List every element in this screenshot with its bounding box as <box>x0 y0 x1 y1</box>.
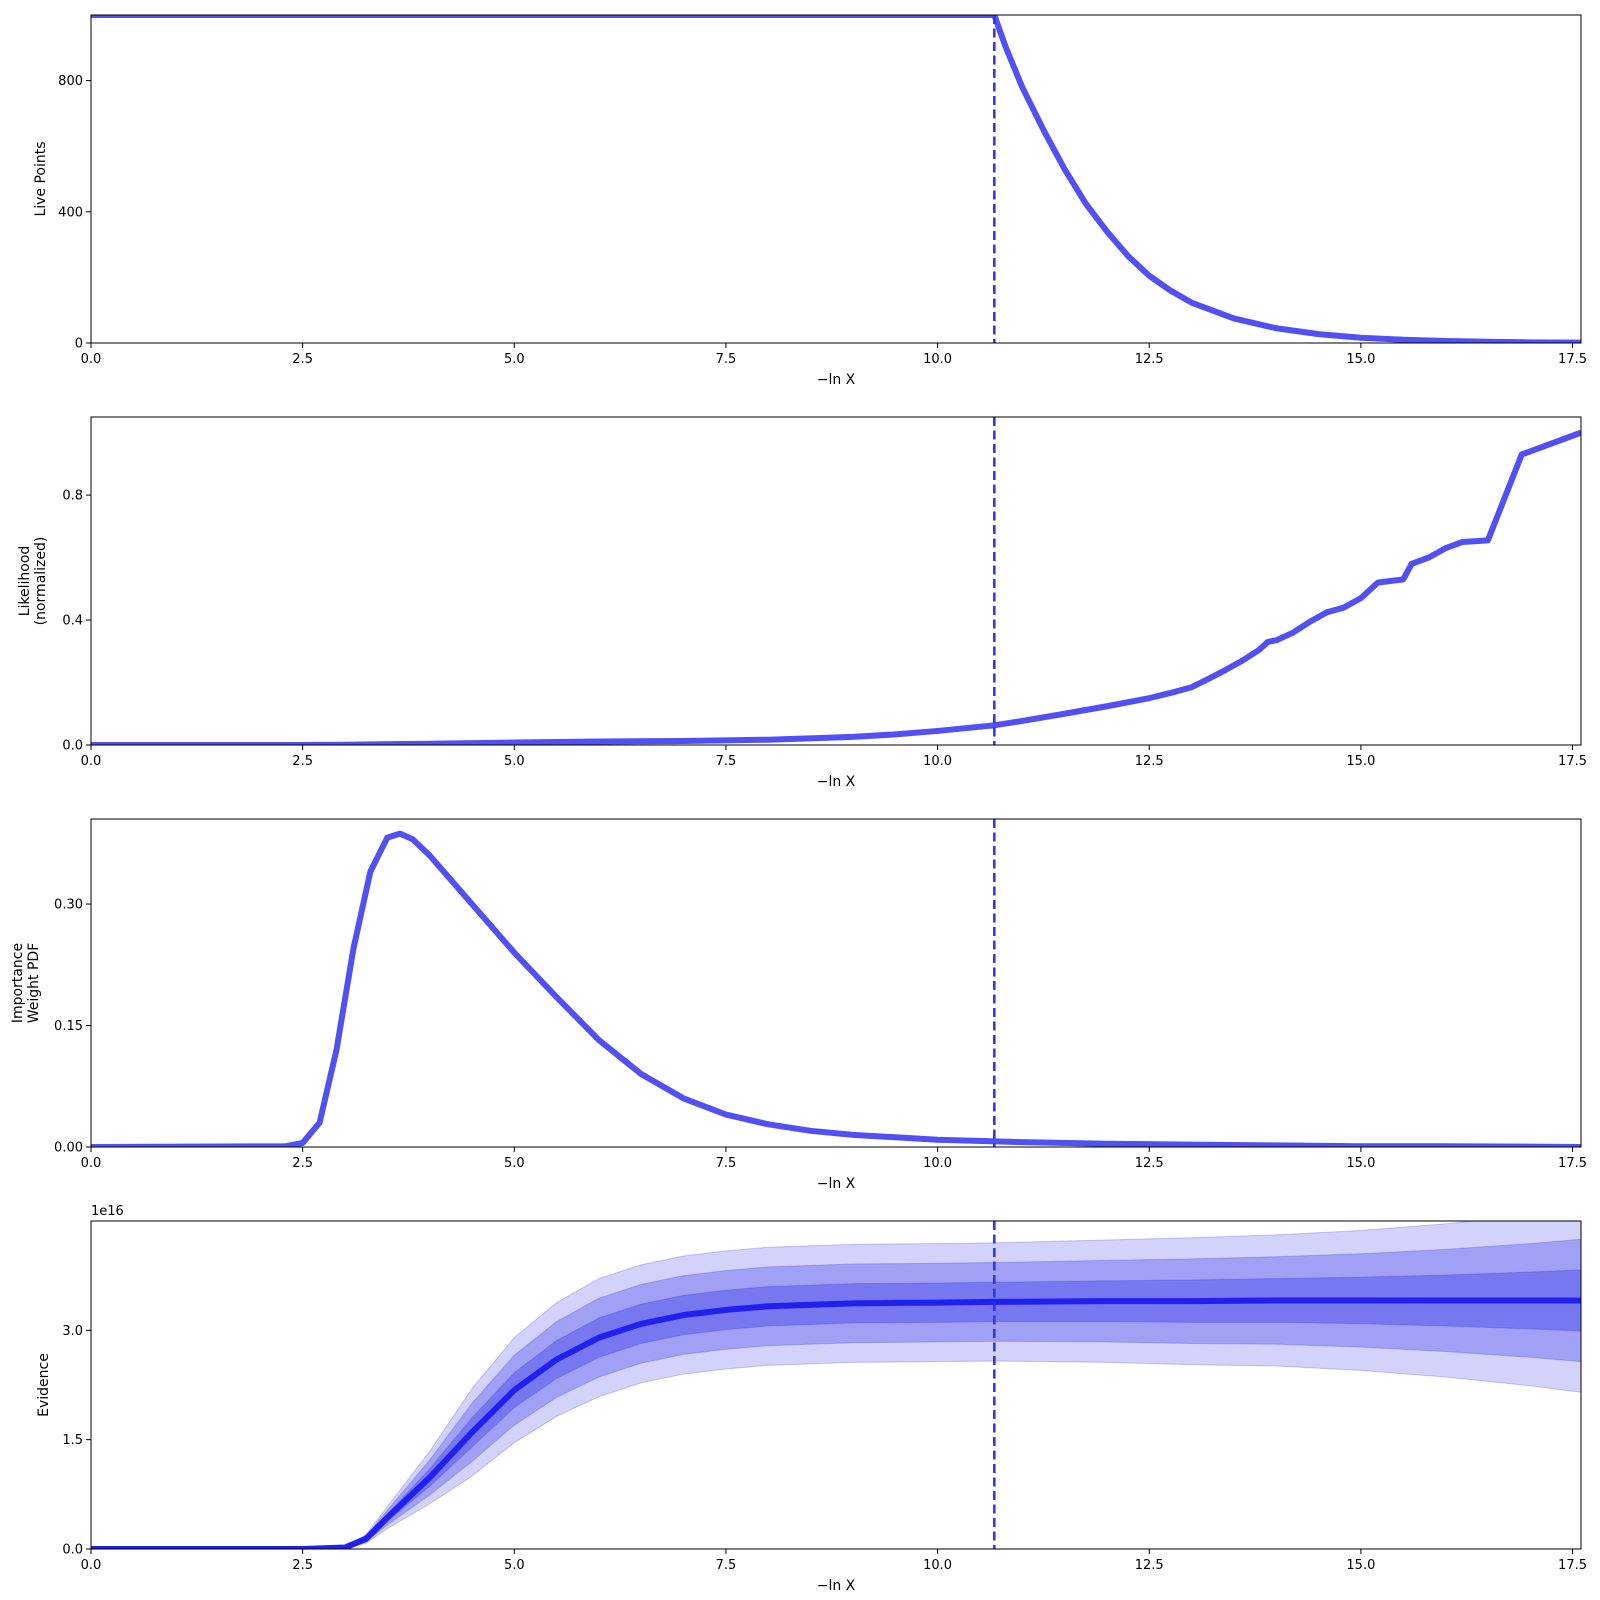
plot-area <box>91 417 1581 745</box>
panel-1: 0.0 2.5 5.0 7.5 10.0 12.5 15.0 17.5 0 400 800 −ln X… <box>33 14 1587 388</box>
plot-area <box>91 819 1581 1147</box>
x-tick-label: 15.0 <box>1346 754 1375 769</box>
axes-frame <box>90 818 1582 1148</box>
y-tick-label: 1.5 <box>62 1433 83 1448</box>
y-axis-label: Likelihood(normalized) <box>17 537 49 626</box>
x-tick-label: 12.5 <box>1135 1558 1164 1573</box>
x-tick-label: 17.5 <box>1558 352 1587 367</box>
x-tick-label: 2.5 <box>292 1558 313 1573</box>
series-line <box>91 429 1581 745</box>
y-axis-label: ImportanceWeight PDF <box>10 943 42 1024</box>
plot-area <box>91 15 1581 343</box>
x-tick-label: 10.0 <box>923 1156 952 1171</box>
x-tick-label: 0.0 <box>81 754 102 769</box>
x-tick-label: 0.0 <box>81 1558 102 1573</box>
y-tick-label: 0 <box>75 337 83 352</box>
x-tick-label: 12.5 <box>1135 754 1164 769</box>
x-tick-label: 10.0 <box>923 1558 952 1573</box>
plot-area <box>91 1221 1581 1549</box>
series-line <box>91 830 1581 1147</box>
x-tick-label: 7.5 <box>716 352 737 367</box>
x-tick-label: 17.5 <box>1558 754 1587 769</box>
confidence-band-2sigma <box>91 1238 1581 1549</box>
y-tick-label: 0.30 <box>54 898 83 913</box>
x-tick-label: 2.5 <box>292 754 313 769</box>
x-tick-label: 15.0 <box>1346 1156 1375 1171</box>
y-tick-label: 0.4 <box>62 614 83 629</box>
x-tick-label: 17.5 <box>1558 1156 1587 1171</box>
x-tick-label: 5.0 <box>504 352 525 367</box>
y-tick-label: 0.00 <box>54 1141 83 1156</box>
panel-4: 0.0 2.5 5.0 7.5 10.0 12.5 15.0 17.5 0.0 1.5 3.0 −ln… <box>36 1204 1587 1594</box>
x-axis-label: −ln X <box>817 372 856 388</box>
y-tick-label: 3.0 <box>62 1324 83 1339</box>
y-tick-label: 400 <box>58 205 83 220</box>
x-tick-label: 10.0 <box>923 352 952 367</box>
x-tick-label: 15.0 <box>1346 1558 1375 1573</box>
x-tick-label: 2.5 <box>292 1156 313 1171</box>
y-tick-label: 0.8 <box>62 489 83 504</box>
x-tick-label: 5.0 <box>504 754 525 769</box>
panel-3: 0.0 2.5 5.0 7.5 10.0 12.5 15.0 17.5 0.00 0.15 0.30… <box>10 818 1587 1192</box>
x-tick-label: 5.0 <box>504 1558 525 1573</box>
x-tick-label: 17.5 <box>1558 1558 1587 1573</box>
confidence-band-1sigma <box>91 1269 1581 1549</box>
y-axis-label: Evidence <box>36 1353 52 1417</box>
axes-frame <box>90 1220 1582 1550</box>
x-tick-label: 12.5 <box>1135 1156 1164 1171</box>
x-tick-label: 12.5 <box>1135 352 1164 367</box>
x-tick-label: 0.0 <box>81 1156 102 1171</box>
x-tick-label: 7.5 <box>716 1558 737 1573</box>
y-tick-label: 0.0 <box>62 739 83 754</box>
x-axis-label: −ln X <box>817 774 856 790</box>
series-line <box>91 1297 1581 1549</box>
axes-frame <box>90 14 1582 344</box>
x-tick-label: 0.0 <box>81 352 102 367</box>
x-axis-label: −ln X <box>817 1176 856 1192</box>
x-axis-label: −ln X <box>817 1578 856 1594</box>
y-tick-label: 800 <box>58 74 83 89</box>
x-tick-label: 7.5 <box>716 1156 737 1171</box>
y-tick-label: 0.15 <box>54 1019 83 1034</box>
axis-offset-label: 1e16 <box>91 1204 124 1219</box>
panel-2: 0.0 2.5 5.0 7.5 10.0 12.5 15.0 17.5 0.0 0.4 0.8 −ln… <box>17 416 1587 790</box>
y-axis-label: Live Points <box>33 141 49 216</box>
x-tick-label: 5.0 <box>504 1156 525 1171</box>
y-tick-label: 0.0 <box>62 1543 83 1558</box>
axes-frame <box>90 416 1582 746</box>
x-tick-label: 15.0 <box>1346 352 1375 367</box>
x-tick-label: 7.5 <box>716 754 737 769</box>
x-tick-label: 10.0 <box>923 754 952 769</box>
x-tick-label: 2.5 <box>292 352 313 367</box>
series-line <box>91 15 1581 343</box>
